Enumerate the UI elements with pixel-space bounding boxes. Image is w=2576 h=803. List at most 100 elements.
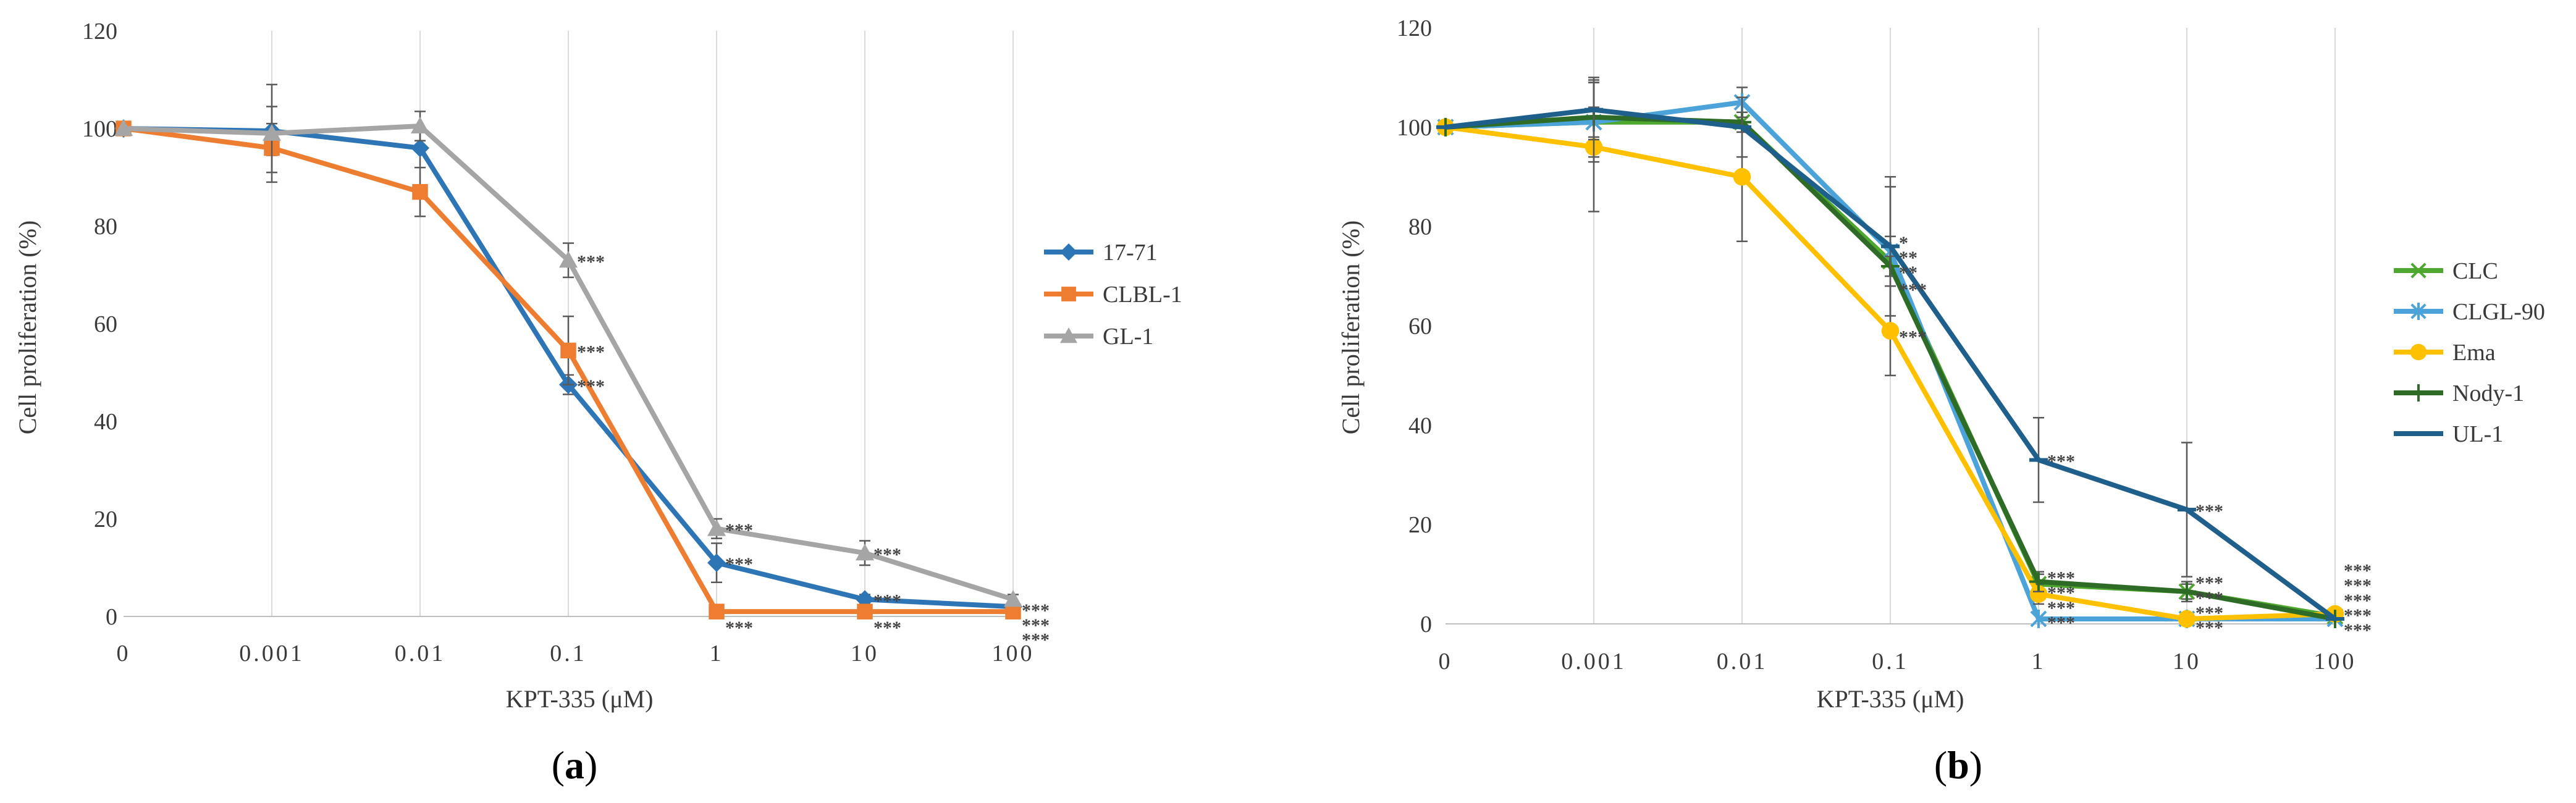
panel-b-series-ema-point xyxy=(2178,610,2196,628)
panel-b-x-tick-labels: 0 0.001 0.01 0.1 1 10 100 xyxy=(1439,649,2357,675)
panel-a-x-tick-label: 10 xyxy=(851,641,879,666)
panel-a-significance-mark: *** xyxy=(873,591,901,611)
panel-b-legend-marker xyxy=(2410,343,2427,361)
panel-a-series-clbl-1-point xyxy=(560,342,576,359)
panel-b-y-tick-label: 0 xyxy=(1420,612,1432,637)
panel-b-y-tick-label: 120 xyxy=(1397,15,1432,41)
panel-a-legend-marker xyxy=(1061,287,1076,301)
panel-a-series-gl-1-point xyxy=(114,119,133,136)
panel-b-legend-marker xyxy=(2410,303,2427,320)
panel-b-label: (b) xyxy=(1934,743,1982,787)
panel-b-significance-mark: *** xyxy=(2047,598,2075,618)
panel-a-legend: 17-71 CLBL-1 GL-1 xyxy=(1044,240,1182,350)
panel-a-y-tick-label: 80 xyxy=(94,214,117,240)
panel-a-significance-mark: *** xyxy=(873,618,901,638)
panel-a-legend-marker xyxy=(1060,327,1077,343)
panel-b-series-ema-point xyxy=(2029,585,2048,603)
panel-a-series-17-71-point xyxy=(411,138,429,158)
panel-a-series-gl-1-point xyxy=(856,544,874,561)
panel-a-significance-mark: *** xyxy=(577,342,605,362)
panel-a-y-tick-label: 20 xyxy=(94,507,117,532)
panel-b-significance-mark: *** xyxy=(2047,568,2075,589)
panel-b-y-tick-label: 20 xyxy=(1408,512,1432,538)
panel-b-significance-mark: *** xyxy=(2195,603,2223,623)
panel-b-x-tick-label: 0.01 xyxy=(1717,649,1768,675)
panel-a-series-clbl-1-point xyxy=(412,183,428,200)
panel-b-series-ul-1-point xyxy=(2029,458,2048,462)
panel-b-legend-label: Nody-1 xyxy=(2452,380,2524,406)
panel-a-y-tick-label: 120 xyxy=(82,19,117,44)
panel-b-series-nody-1-point xyxy=(2178,582,2196,601)
panel-b-legend-marker xyxy=(2410,384,2427,402)
panel-a-x-tick-label: 0.1 xyxy=(550,641,587,666)
panel-b-significance-mark: *** xyxy=(2047,613,2075,633)
panel-b-legend-label: UL-1 xyxy=(2452,421,2503,447)
panel-b-significance-mark: *** xyxy=(2195,501,2223,521)
panel-a-significance-mark: *** xyxy=(873,544,901,565)
panel-a-y-tick-label: 100 xyxy=(82,116,117,142)
panel-a-series-17-71-point xyxy=(707,553,726,573)
panel-b-legend-marker xyxy=(2410,432,2427,435)
panel-a-x-axis-label: KPT-335 (μM) xyxy=(506,685,654,713)
panel-b-significance-marks: ****************************************… xyxy=(1899,233,2372,641)
panel-b-y-tick-label: 60 xyxy=(1408,314,1432,340)
panel-a-legend-label: 17-71 xyxy=(1103,240,1158,266)
panel-a-significance-mark: *** xyxy=(577,251,605,272)
panel-b-x-tick-label: 0 xyxy=(1439,649,1453,675)
panel-a-y-tick-label: 60 xyxy=(94,311,117,337)
panel-b-series-clgl-90-point xyxy=(2030,609,2047,628)
panel-a-significance-mark: *** xyxy=(1022,630,1050,650)
panel-b-x-tick-label: 1 xyxy=(2032,649,2046,675)
panel-a-significance-mark: *** xyxy=(725,618,753,638)
panel-b-significance-mark: *** xyxy=(2344,620,2372,641)
panel-a-significance-mark: *** xyxy=(577,376,605,397)
panel-b-significance-mark: *** xyxy=(2195,618,2223,638)
panel-b-significance-mark: *** xyxy=(2344,561,2372,581)
panel-b-legend: CLC CLGL-90 Ema Nody-1 UL-1 xyxy=(2394,258,2545,447)
panel-b-x-axis-label: KPT-335 (μM) xyxy=(1817,685,1964,713)
panel-b-series-ul-1 xyxy=(1436,79,2344,621)
panel-a-x-tick-labels: 0 0.001 0.01 0.1 1 10 100 xyxy=(117,641,1032,666)
panel-b-significance-mark: *** xyxy=(1899,327,1927,348)
panel-b-legend-label: Ema xyxy=(2452,340,2496,366)
panel-a-y-tick-label: 40 xyxy=(94,409,117,435)
panel-b-y-tick-label: 100 xyxy=(1397,115,1432,141)
panel-a-x-tick-label: 0.001 xyxy=(239,641,305,666)
panel-b-y-tick-label: 40 xyxy=(1408,413,1432,439)
panel-b-legend-label: CLC xyxy=(2452,258,2498,284)
panel-a-series-gl-1-point xyxy=(559,251,578,268)
panel-b-significance-mark: *** xyxy=(2195,588,2223,608)
panel-b-significance-mark: *** xyxy=(2344,591,2372,611)
panel-b-significance-mark: *** xyxy=(2047,452,2075,472)
panel-b-x-tick-label: 100 xyxy=(2314,649,2357,675)
panel-a-legend-label: CLBL-1 xyxy=(1103,282,1182,308)
panel-b-significance-mark: * xyxy=(1899,233,1908,253)
panel-a-y-tick-label: 0 xyxy=(106,604,117,630)
panel-b-x-tick-label: 0.1 xyxy=(1872,649,1909,675)
panel-a-x-tick-label: 1 xyxy=(710,641,724,666)
panel-b-series-ul-1-point xyxy=(1733,125,1751,129)
panel-a-series-clbl-1-point xyxy=(709,603,725,620)
panel-a-series-gl-1-point xyxy=(411,117,429,134)
panel-b-series xyxy=(1436,77,2344,628)
panel-a-series-gl-1-point xyxy=(707,519,726,536)
panel-a-series xyxy=(114,83,1022,620)
panel-b-series-ul-1-point xyxy=(2178,508,2196,512)
panel-a-significance-mark: *** xyxy=(725,554,753,574)
panel-a-significance-mark: *** xyxy=(725,520,753,540)
panel-b-significance-mark: ** xyxy=(1899,263,1917,283)
panel-b-y-tick-label: 80 xyxy=(1408,214,1432,240)
panel-b-legend-label: CLGL-90 xyxy=(2452,299,2545,325)
panel-a-series-clbl-1-point xyxy=(857,603,873,620)
panel-b-series-nody-1-point xyxy=(2029,572,2048,591)
panel-b-series-ema-point xyxy=(1881,322,1900,340)
panel-b-significance-mark: *** xyxy=(2047,583,2075,603)
panel-a-series-gl-1 xyxy=(114,83,1022,607)
panel-a-series-gl-1-point xyxy=(1004,590,1022,607)
panel-b-significance-mark: *** xyxy=(2195,573,2223,594)
panel-b-significance-mark: ** xyxy=(1899,248,1917,268)
panel-a-x-tick-label: 0.01 xyxy=(395,641,446,666)
